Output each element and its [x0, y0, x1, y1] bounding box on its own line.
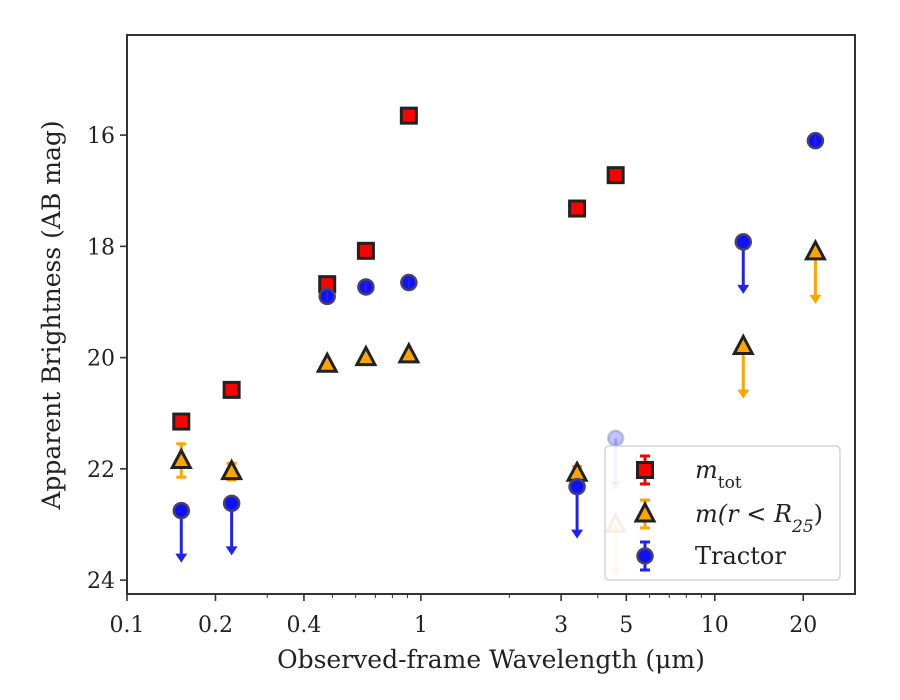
legend-box [604, 445, 841, 581]
upper-limit-arrowhead [737, 284, 750, 294]
point-triangle [220, 458, 244, 481]
point-circle [734, 233, 753, 251]
point-triangle [731, 333, 755, 355]
x-tick-label: 3 [554, 613, 568, 638]
y-axis-label: Apparent Brightness (AB mag) [37, 120, 66, 510]
legend-icon-square [636, 461, 654, 479]
point-square [606, 166, 625, 185]
point-triangle [354, 344, 378, 367]
point-triangle [397, 341, 421, 364]
x-axis-label: Observed-frame Wavelength (μm) [277, 645, 705, 674]
point-square [222, 380, 241, 399]
upper-limit-arrowhead [809, 294, 822, 304]
point-square [568, 199, 587, 218]
x-tick-label: 0.4 [286, 613, 321, 638]
upper-limit-arrowhead [225, 546, 238, 556]
point-circle [172, 501, 191, 520]
x-tick-label: 20 [789, 613, 817, 638]
point-circle [606, 429, 625, 448]
x-tick-label: 5 [619, 613, 633, 638]
point-triangle [315, 351, 339, 373]
point-square [356, 241, 375, 260]
y-tick-label: 18 [87, 235, 115, 260]
axis-ticks: 0.1 0.2 0.4 1 3 5 10 20 16 18 20 22 24 [87, 124, 817, 638]
legend-label-mtot: mtot [695, 456, 742, 493]
series-mr25 [169, 238, 827, 577]
y-tick-label: 20 [87, 347, 115, 372]
x-tick-label: 0.1 [110, 613, 145, 638]
data-marks [169, 106, 827, 577]
series-mtot [172, 106, 625, 431]
x-tick-label: 0.2 [198, 613, 233, 638]
legend-icon-triangle [633, 500, 657, 523]
y-tick-label: 22 [87, 458, 115, 483]
x-tick-label: 10 [701, 613, 729, 638]
x-tick-label: 1 [414, 613, 428, 638]
y-tick-label: 16 [87, 124, 115, 149]
point-triangle [169, 447, 193, 470]
legend-icon-circle [636, 547, 654, 565]
series-tractor [172, 131, 825, 563]
legend: mtot m(r < R25) Tractor [604, 445, 841, 581]
legend-label-tractor: Tractor [695, 542, 786, 570]
point-circle [568, 477, 586, 496]
upper-limit-arrowhead [571, 529, 584, 539]
point-circle [222, 494, 241, 513]
upper-limit-arrowhead [175, 553, 188, 563]
upper-limit-arrowhead [737, 389, 750, 399]
legend-label-mr25: m(r < R25) [695, 500, 823, 537]
point-triangle [803, 238, 827, 261]
y-tick-label: 24 [87, 569, 115, 594]
point-square [399, 106, 418, 125]
point-square [172, 412, 191, 431]
